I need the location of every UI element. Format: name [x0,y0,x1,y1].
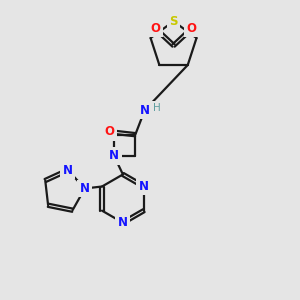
Text: O: O [104,125,114,138]
Text: O: O [150,22,160,35]
Text: O: O [187,22,197,35]
Text: N: N [118,216,128,229]
Text: N: N [63,164,73,177]
Text: N: N [80,182,90,195]
Text: N: N [109,149,119,162]
Text: S: S [169,15,178,28]
Text: N: N [139,180,149,193]
Text: H: H [153,103,161,113]
Text: N: N [140,104,150,117]
